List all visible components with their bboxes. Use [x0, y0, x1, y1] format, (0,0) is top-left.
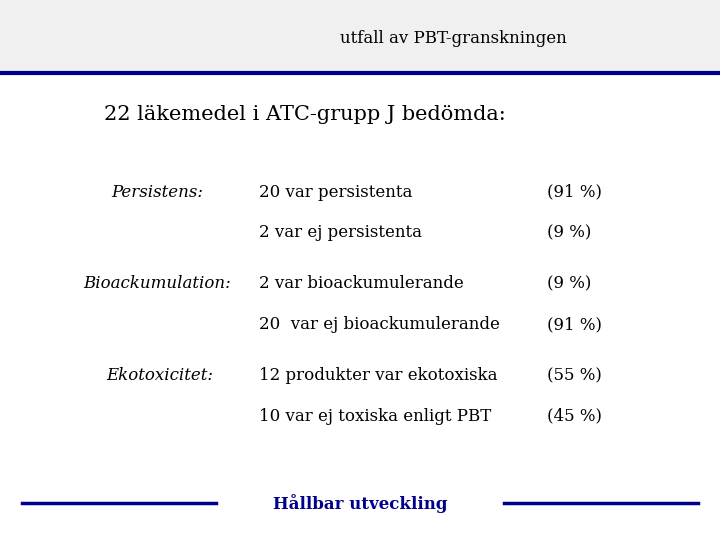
Text: Ekotoxicitet:: Ekotoxicitet:: [107, 367, 214, 384]
Text: (91 %): (91 %): [547, 316, 602, 333]
Text: 22 läkemedel i ATC-grupp J bedömda:: 22 läkemedel i ATC-grupp J bedömda:: [104, 105, 506, 124]
Text: (9 %): (9 %): [547, 224, 592, 241]
Text: 20 var persistenta: 20 var persistenta: [259, 184, 413, 200]
Text: Bioackumulation:: Bioackumulation:: [83, 275, 230, 292]
Text: (9 %): (9 %): [547, 275, 592, 292]
Text: 20  var ej bioackumulerande: 20 var ej bioackumulerande: [259, 316, 500, 333]
Text: 2 var bioackumulerande: 2 var bioackumulerande: [259, 275, 464, 292]
Text: 10 var ej toxiska enligt PBT: 10 var ej toxiska enligt PBT: [259, 408, 492, 424]
Text: 2 var ej persistenta: 2 var ej persistenta: [259, 224, 422, 241]
Text: (91 %): (91 %): [547, 184, 602, 200]
Text: 12 produkter var ekotoxiska: 12 produkter var ekotoxiska: [259, 367, 498, 384]
Text: utfall av PBT-granskningen: utfall av PBT-granskningen: [341, 30, 567, 46]
Text: (55 %): (55 %): [547, 367, 602, 384]
Text: Hållbar utveckling: Hållbar utveckling: [273, 494, 447, 513]
Bar: [0, 0, 720, 73]
Text: (45 %): (45 %): [547, 408, 602, 424]
Text: Persistens:: Persistens:: [112, 184, 204, 200]
